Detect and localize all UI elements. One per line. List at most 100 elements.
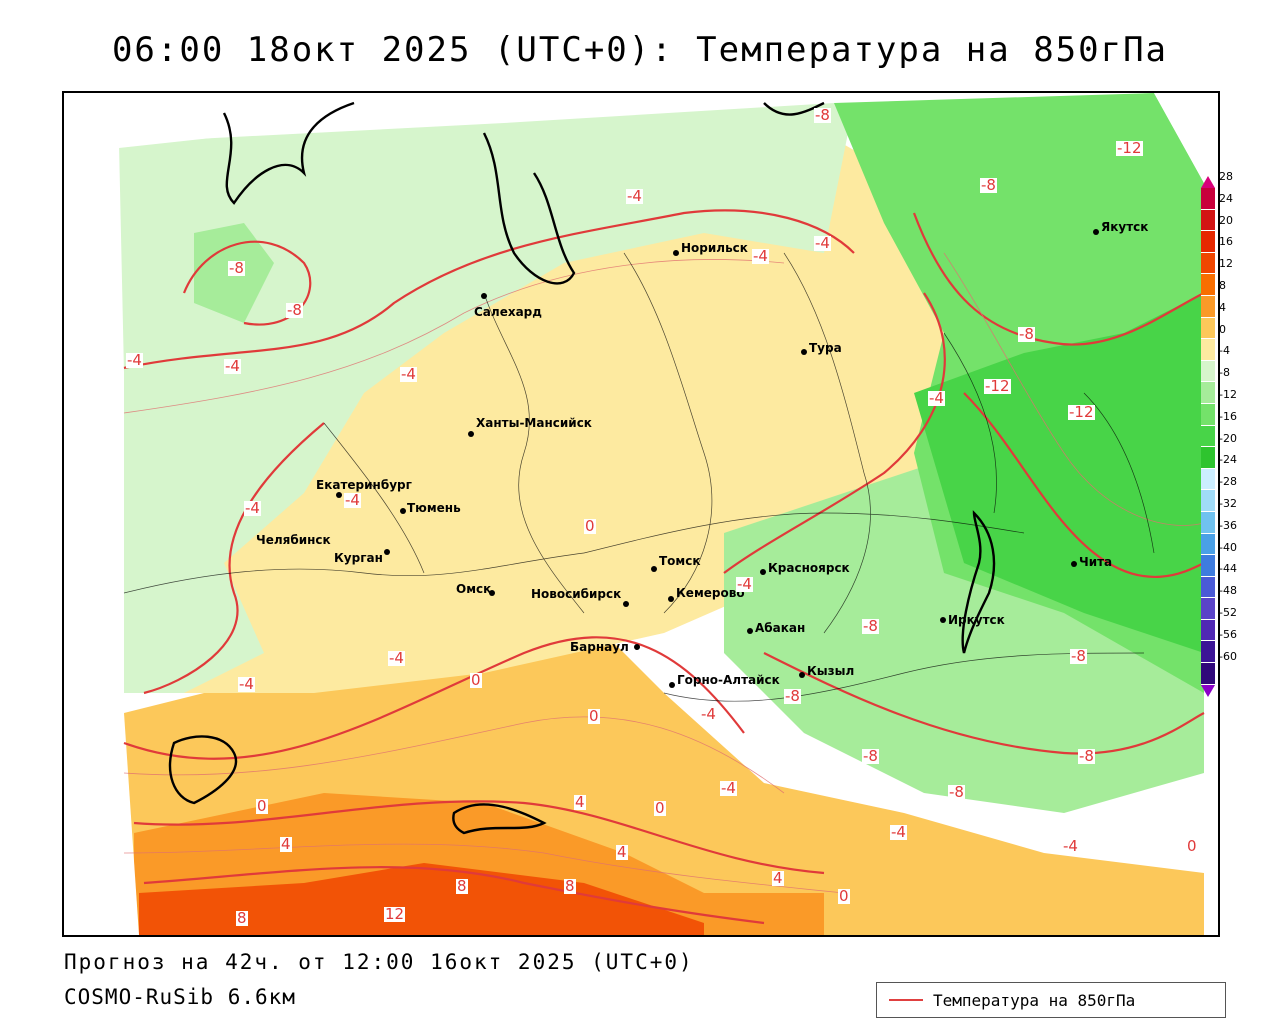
- city-label-tyumen: Тюмень: [407, 501, 461, 515]
- colorbar-swatch: [1201, 555, 1215, 577]
- isotherm-label: -4: [344, 491, 361, 509]
- city-dot-omsk: [489, 590, 495, 596]
- yamal-coastline: [482, 132, 576, 285]
- city-label-novosibirsk: Новосибирск: [531, 587, 622, 601]
- isotherm-label: -8: [1078, 747, 1095, 765]
- city-label-krasnoyarsk: Красноярск: [768, 561, 850, 575]
- city-label-omsk: Омск: [456, 582, 492, 596]
- colorbar-label: -20: [1219, 431, 1237, 445]
- city-label-chelyabinsk: Челябинск: [256, 533, 331, 547]
- city-dot-novosibirsk: [623, 601, 629, 607]
- arctic-coastline-west: [222, 101, 355, 205]
- colorbar-label: -4: [1219, 344, 1230, 358]
- isotherm-label: 12: [384, 905, 406, 923]
- outside-domain-west: [64, 93, 119, 713]
- colorbar-label: 8: [1219, 279, 1226, 292]
- isotherm-label: 8: [236, 909, 248, 927]
- map-legend: Температура на 850гПа: [876, 982, 1226, 1018]
- isotherm-label: -8: [228, 259, 245, 277]
- colorbar-top-arrow: [1201, 176, 1215, 188]
- colorbar-label: -32: [1219, 497, 1237, 510]
- isotherm-label: -8: [1070, 647, 1087, 665]
- thin-isotherm-1: [123, 259, 785, 414]
- colorbar-swatch: [1201, 490, 1215, 512]
- isotherm-label: -4: [224, 357, 241, 375]
- isotherm-minus8-se: [763, 652, 1205, 755]
- color-scale-bar: [1201, 176, 1215, 697]
- boundary-4: [323, 422, 425, 574]
- city-dot-tyumen: [400, 508, 406, 514]
- city-dot-krasnoyarsk: [760, 569, 766, 575]
- city-label-yekaterinburg: Екатеринбург: [316, 478, 412, 492]
- thin-isotherm-3: [943, 252, 1205, 526]
- map-canvas: [64, 93, 1218, 935]
- colorbar-label: -16: [1219, 409, 1237, 423]
- taymyr-coastline: [763, 101, 825, 116]
- colorbar-swatch: [1201, 468, 1215, 491]
- map-title: 06:00 18окт 2025 (UTC+0): Температура на…: [111, 30, 1169, 70]
- city-dot-khanty-mansiysk: [468, 431, 474, 437]
- isotherm-label: -8: [948, 783, 965, 801]
- isotherm-label: 0: [584, 517, 596, 535]
- isotherm-minus8-east: [912, 212, 1205, 346]
- colorbar-swatch: [1201, 533, 1215, 556]
- boundary-6: [583, 512, 1025, 554]
- legend-label: Температура на 850гПа: [933, 990, 1136, 1010]
- isotherm-label: 8: [456, 877, 468, 895]
- isotherm-8-south: [143, 866, 765, 925]
- city-dot-kyzyl: [799, 672, 805, 678]
- isotherm-label: -8: [862, 747, 879, 765]
- isotherm-label: -4: [736, 575, 753, 593]
- isotherm-minus4-west: [143, 422, 325, 695]
- colorbar-label: 16: [1219, 235, 1233, 249]
- isotherm-label: -12: [1068, 403, 1095, 421]
- city-label-gorno-altaysk: Горно-Алтайск: [677, 673, 780, 687]
- isotherm-label: -4: [752, 247, 769, 265]
- aral-sea: [168, 735, 238, 805]
- city-dot-salekhard: [481, 293, 487, 299]
- colorbar-swatch: [1201, 403, 1215, 426]
- city-dot-tomsk: [651, 566, 657, 572]
- isotherm-label: -4: [700, 705, 717, 723]
- boundary-8: [943, 332, 997, 514]
- isotherm-label: -4: [928, 389, 945, 407]
- colorbar-bottom-arrow: [1201, 684, 1215, 697]
- cool-zone-west: [124, 353, 364, 693]
- city-label-tomsk: Томск: [659, 554, 701, 568]
- city-label-irkutsk: Иркутск: [948, 613, 1005, 627]
- isotherm-label: -8: [980, 176, 997, 194]
- isotherm-minus12-east: [963, 392, 1205, 578]
- baikal-lake: [961, 510, 996, 654]
- colorbar-label: -36: [1219, 518, 1237, 532]
- colorbar-label: -24: [1219, 453, 1237, 467]
- colorbar-swatch: [1201, 295, 1215, 318]
- colorbar-swatch: [1201, 447, 1215, 469]
- colorbar-label: -44: [1219, 562, 1237, 576]
- city-label-barnaul: Барнаул: [570, 640, 629, 654]
- colorbar-swatch: [1201, 317, 1215, 340]
- isotherm-label: 4: [574, 793, 586, 811]
- isotherm-minus4-east: [723, 292, 946, 574]
- boundary-1: [483, 292, 585, 614]
- city-dot-kurgan: [384, 549, 390, 555]
- isotherm-label: -4: [814, 234, 831, 252]
- isotherm-label: -4: [400, 365, 417, 383]
- city-dot-gorno-altaysk: [669, 682, 675, 688]
- temperature-map[interactable]: Салехард Норильск Якутск Тура Ханты-Манс…: [62, 91, 1220, 937]
- isotherm-label: -4: [126, 351, 143, 369]
- isotherm-label: -4: [720, 779, 737, 797]
- thin-isotherm-4: [123, 843, 845, 894]
- forecast-info: Прогноз на 42ч. от 12:00 16окт 2025 (UTC…: [64, 950, 694, 974]
- isotherm-label: -4: [238, 675, 255, 693]
- isotherm-0-south: [123, 636, 745, 760]
- outside-domain-nw: [64, 93, 624, 148]
- city-dot-abakan: [747, 628, 753, 634]
- isotherm-label: 4: [280, 835, 292, 853]
- colorbar-label: 4: [1219, 300, 1226, 314]
- isotherm-label: -12: [1116, 139, 1143, 157]
- isotherm-label: 0: [838, 887, 850, 905]
- colorbar-swatch: [1201, 360, 1215, 383]
- colorbar-label: -52: [1219, 606, 1237, 619]
- city-dot-barnaul: [634, 644, 640, 650]
- colorbar-label: 28: [1219, 170, 1233, 183]
